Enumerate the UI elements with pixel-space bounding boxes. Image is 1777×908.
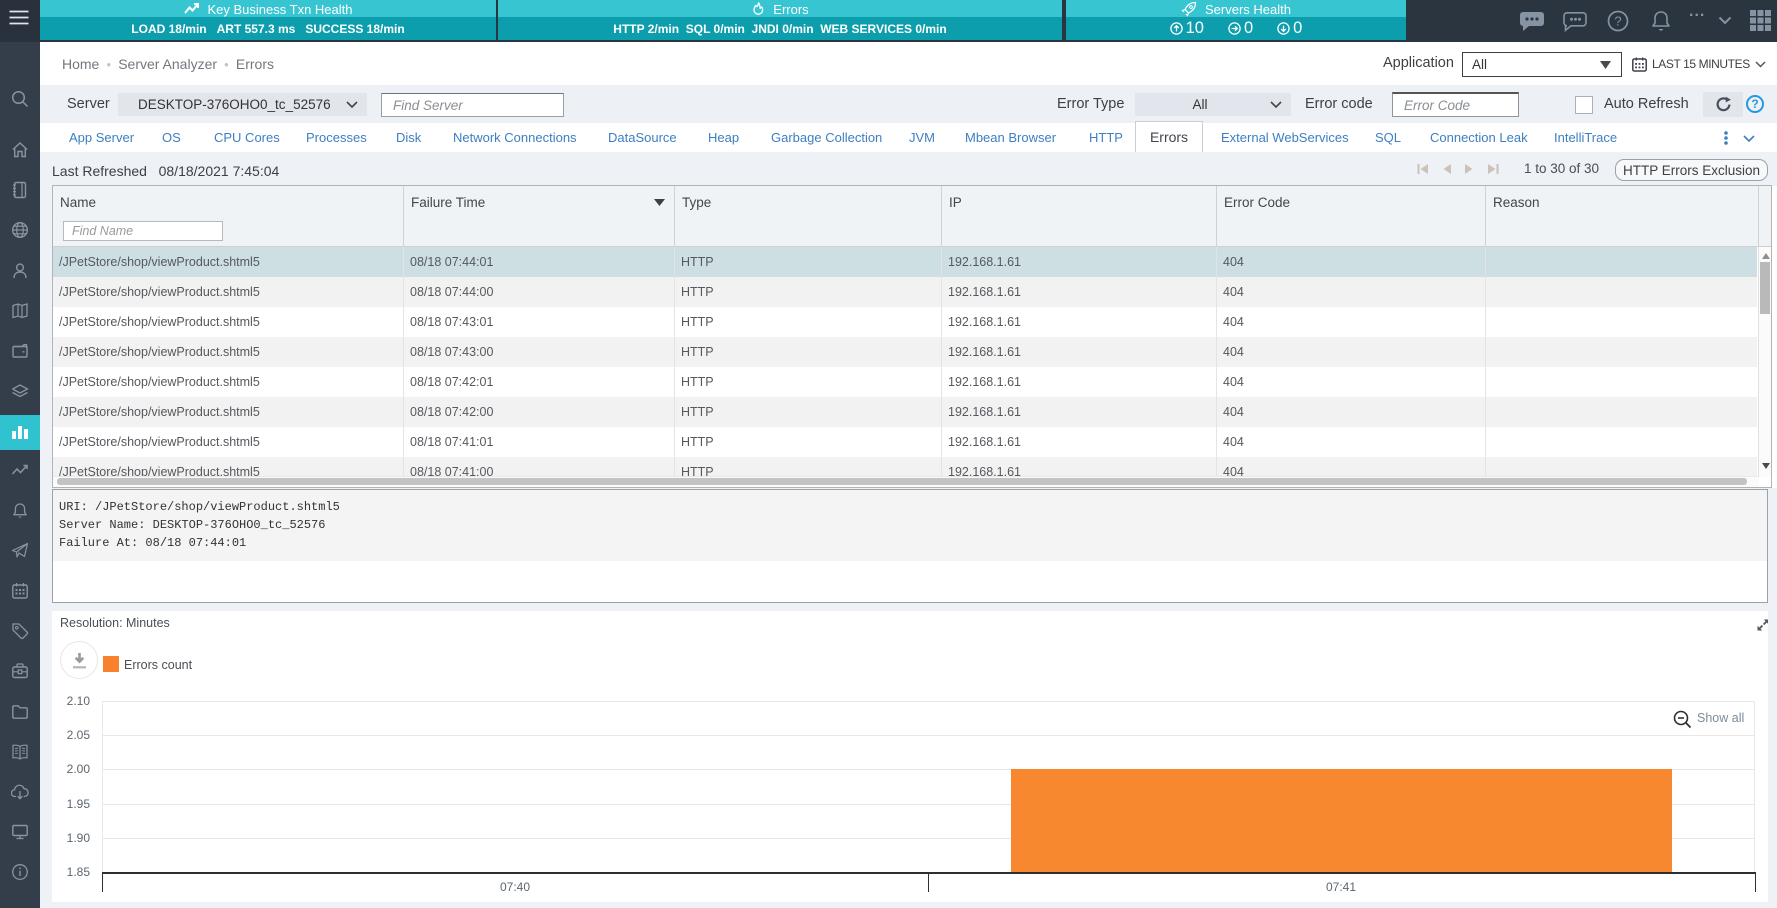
svg-text:?: ? (1614, 14, 1621, 29)
